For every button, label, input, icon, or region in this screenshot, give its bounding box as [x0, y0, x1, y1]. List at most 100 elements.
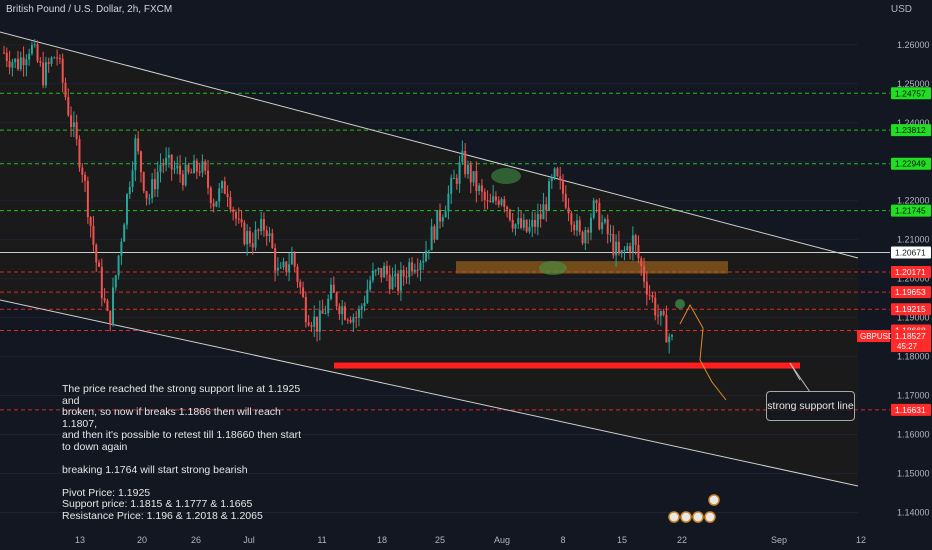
candle-body — [469, 164, 472, 183]
candle-body — [84, 174, 87, 181]
x-tick-label: 12 — [856, 535, 866, 545]
candle-body — [307, 322, 310, 326]
candle-body — [525, 219, 528, 232]
candle-body — [539, 214, 542, 220]
current-price-label: 1.18527 — [895, 331, 926, 341]
economic-event-icon[interactable] — [692, 511, 704, 523]
candle-body — [455, 177, 458, 184]
candle-body — [399, 269, 402, 291]
y-tick-label: 1.25000 — [897, 79, 930, 89]
candle-body — [229, 197, 232, 210]
candle-body — [357, 309, 360, 318]
candle-body — [151, 179, 154, 199]
candle-body — [545, 204, 548, 211]
candle-body — [176, 165, 179, 169]
candle-body — [589, 217, 592, 233]
candle-body — [425, 250, 428, 262]
candle-body — [248, 231, 251, 244]
candle-body — [534, 219, 537, 227]
candle-body — [402, 269, 405, 277]
note-line: The price reached the strong support lin… — [62, 383, 301, 407]
candle-body — [623, 250, 626, 252]
candle-body — [198, 171, 201, 173]
candle-body — [617, 241, 620, 254]
candle-body — [207, 170, 210, 188]
channel-lower-line — [0, 299, 859, 487]
candle-body — [564, 193, 567, 208]
candle-body — [503, 199, 506, 207]
economic-event-icon[interactable] — [668, 511, 680, 523]
candle-body — [167, 154, 170, 158]
candle-body — [274, 247, 277, 271]
symbol-title[interactable]: British Pound / U.S. Dollar, 2h, FXCM — [6, 4, 173, 15]
candle-body — [103, 298, 106, 301]
candle-body — [480, 185, 483, 192]
candle-body — [654, 297, 657, 316]
candle-body — [268, 233, 271, 237]
candle-body — [187, 164, 190, 173]
note-line: and then it's possible to retest till 1.… — [62, 429, 301, 441]
candle-body — [436, 210, 439, 240]
economic-event-icon[interactable] — [708, 494, 720, 506]
y-tick-label: 1.15000 — [897, 468, 930, 478]
candle-body — [100, 266, 103, 299]
candle-body — [452, 177, 455, 179]
candle-body — [430, 226, 433, 251]
candle-body — [19, 57, 22, 70]
candle-body — [72, 122, 75, 127]
candle-body — [369, 280, 372, 290]
candle-body — [671, 335, 673, 337]
candle-body — [645, 281, 648, 295]
candle-body — [282, 261, 285, 268]
candle-body — [450, 177, 453, 194]
x-tick-label: Sep — [771, 535, 787, 545]
candle-body — [25, 59, 28, 66]
candle-body — [626, 246, 629, 251]
candle-body — [573, 224, 576, 231]
y-tick-label: 1.21000 — [897, 235, 930, 245]
candle-body — [355, 317, 358, 319]
economic-event-icon[interactable] — [704, 511, 716, 523]
candle-body — [581, 231, 584, 244]
candle-body — [11, 62, 14, 68]
candle-body — [159, 164, 162, 173]
candle-body — [335, 292, 338, 307]
candle-body — [631, 235, 634, 252]
candle-body — [125, 194, 128, 225]
currency-label[interactable]: USD — [890, 4, 912, 15]
candle-body — [492, 196, 495, 203]
candle-body — [114, 275, 117, 288]
candle-body — [556, 168, 559, 177]
candle-body — [461, 150, 464, 163]
candle-body — [411, 262, 414, 272]
candle-body — [651, 295, 654, 298]
note-line: broken, so now if breaks 1.1866 then wil… — [62, 406, 281, 430]
candle-body — [427, 250, 430, 252]
candle-body — [22, 57, 25, 66]
candle-body — [212, 203, 215, 207]
candle-body — [520, 218, 523, 228]
y-tick-label: 1.26000 — [897, 40, 930, 50]
candle-body — [419, 262, 422, 271]
candle-body — [486, 200, 489, 202]
candle-body — [643, 266, 646, 282]
candle-body — [142, 172, 145, 192]
candle-body — [531, 219, 534, 227]
candle-body — [98, 262, 101, 267]
candle-body — [316, 316, 319, 332]
candle-body — [349, 320, 352, 323]
candle-body — [81, 167, 84, 175]
candle-body — [444, 211, 447, 218]
x-tick-label: 8 — [560, 535, 565, 545]
candle-body — [237, 218, 240, 220]
candle-body — [522, 219, 525, 228]
candle-body — [128, 187, 131, 195]
candle-body — [657, 315, 660, 317]
price-level-tag — [891, 157, 931, 170]
economic-event-icon[interactable] — [680, 511, 692, 523]
callout-leader — [789, 362, 801, 381]
candle-body — [42, 62, 45, 86]
candle-body — [413, 269, 416, 272]
retest-marker — [539, 261, 567, 275]
